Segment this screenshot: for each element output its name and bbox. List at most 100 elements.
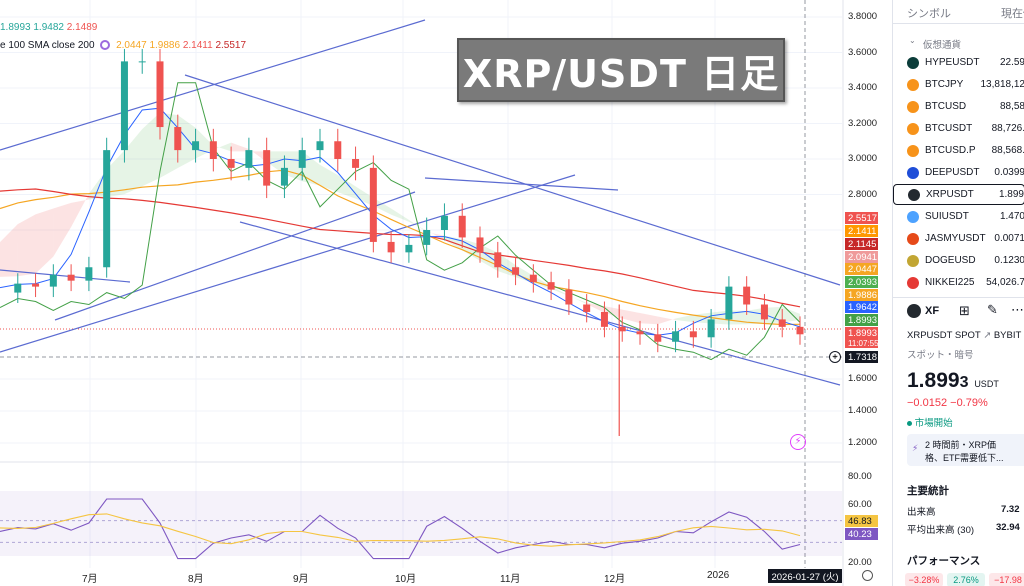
watchlist-symbol: BTCUSD [925, 101, 967, 112]
settings-icon[interactable] [100, 40, 111, 51]
candle-body [778, 319, 786, 327]
candle-body [85, 267, 93, 281]
status-dot-icon [907, 420, 912, 426]
rsi-tag: 46.83 [845, 515, 878, 527]
watchlist-item-hypeusdt[interactable]: HYPEUSDT 22.59 [893, 52, 1024, 73]
candle-body [565, 289, 573, 305]
cloud-segment [71, 193, 89, 227]
sma-100-line [0, 169, 801, 326]
external-link-icon[interactable]: ↗ [983, 330, 992, 341]
chart-settings-icon[interactable] [862, 570, 873, 581]
month-tick-label: 12月 [604, 574, 626, 585]
coin-icon [907, 78, 919, 91]
chart-title-overlay: XRP/USDT 日足 [457, 38, 785, 102]
candle-body [476, 237, 484, 253]
watchlist-item-btcusdp[interactable]: BTCUSD.P 88,568. [893, 140, 1024, 161]
candle-body [192, 141, 200, 151]
cloud-segment [586, 302, 605, 313]
watchlist-group[interactable]: 仮想通貨 [923, 40, 962, 51]
price-chart[interactable] [0, 0, 890, 586]
layout-icon[interactable]: ⊞ [959, 303, 970, 318]
cloud-segment [320, 164, 338, 193]
watchlist-symbol: BTCUSDT [925, 123, 973, 134]
rsi-tick-label: 80.00 [848, 471, 872, 482]
detail-change-pct: −0.79% [950, 397, 988, 409]
watchlist-item-nikkei225[interactable]: NIKKEI225 54,026.7 [893, 272, 1024, 293]
watchlist-item-dogeusd[interactable]: DOGEUSD 0.1230 [893, 250, 1024, 271]
cloud-segment [17, 214, 36, 277]
cloud-segment [160, 112, 178, 178]
cloud-segment [675, 314, 694, 323]
price-tag: 1.7318 [845, 351, 878, 363]
price-tag: 2.5517 [845, 212, 878, 224]
cloud-segment [515, 265, 534, 284]
watchlist-item-deepusdt[interactable]: DEEPUSDT 0.0399 [893, 162, 1024, 183]
channel-line [184, 74, 841, 286]
divider [893, 23, 1024, 24]
chevron-down-icon[interactable]: ⌄ [909, 36, 916, 45]
performance-chip[interactable]: −17.98 [989, 573, 1024, 586]
channel-line [0, 269, 131, 283]
rsi-tick-label: 20.00 [848, 557, 872, 568]
flash-icon[interactable]: ⚡ [790, 434, 806, 450]
volume-label: 出来高 [907, 507, 936, 518]
watchlist-price: 0.0071 [994, 233, 1024, 244]
candle-body [707, 319, 715, 338]
cloud-segment [124, 129, 143, 195]
watchlist-price: 88,58 [999, 101, 1024, 112]
watchlist-price: 88,726. [991, 123, 1024, 134]
candle-body [138, 61, 146, 63]
watchlist-header-price[interactable]: 現在値 [1001, 8, 1024, 20]
cloud-segment [568, 295, 587, 305]
cloud-segment [231, 142, 249, 152]
watchlist-symbol: JASMYUSDT [925, 233, 986, 244]
cloud-segment [391, 208, 409, 222]
cloud-segment [657, 316, 676, 325]
candle-body [32, 283, 40, 287]
performance-chip[interactable]: −3.28% [905, 573, 943, 586]
candle-body [120, 61, 128, 151]
month-tick-label: 8月 [188, 574, 204, 585]
watchlist-header-symbol[interactable]: シンボル [907, 8, 951, 20]
chart-area[interactable]: 1.8993 1.9482 2.1489 e 100 SMA close 200… [0, 0, 890, 586]
candle-body [316, 141, 324, 151]
month-tick-label: 7月 [82, 574, 98, 585]
watchlist-item-xrpusdt[interactable]: XRPUSDT 1.899 [893, 184, 1024, 205]
more-icon[interactable]: ⋯ [1011, 302, 1024, 317]
price-tag: 2.1411 [845, 225, 878, 237]
candle-body [654, 334, 662, 342]
add-alert-icon[interactable]: + [829, 351, 841, 363]
watchlist-item-jasmyusdt[interactable]: JASMYUSDT 0.0071 [893, 228, 1024, 249]
watchlist-item-btcusd[interactable]: BTCUSD 88,58 [893, 96, 1024, 117]
cloud-segment [0, 224, 18, 277]
watchlist-symbol: SUIUSDT [925, 211, 969, 222]
price-tick-label: 3.6000 [848, 46, 878, 58]
performance-chip[interactable]: 2.76% [947, 573, 985, 586]
candle-body [547, 282, 555, 290]
price-tick-label: 2.8000 [848, 188, 878, 200]
watchlist-price: 1.899 [998, 189, 1024, 200]
candle-body [369, 167, 377, 242]
candle-body [600, 311, 608, 327]
edit-icon[interactable]: ✎ [987, 302, 998, 317]
news-line2: 格、ETF需要低下... [925, 453, 1004, 463]
candle-body [209, 141, 217, 159]
candle-body [440, 215, 448, 230]
watchlist-price: 88,568. [991, 145, 1024, 156]
legend-value: 2.5517 [215, 40, 247, 51]
watchlist-item-btcusdt[interactable]: BTCUSDT 88,726. [893, 118, 1024, 139]
watchlist-item-btcjpy[interactable]: BTCJPY 13,818,12 [893, 74, 1024, 95]
candle-body [689, 331, 697, 338]
watchlist-item-suiusdt[interactable]: SUIUSDT 1.470 [893, 206, 1024, 227]
coin-icon [907, 122, 919, 135]
rsi-ma-line [0, 513, 801, 547]
legend-ohlc: 1.8993 1.9482 2.1489 [0, 22, 97, 33]
candle-body [280, 167, 288, 186]
news-card[interactable]: ⚡ 2 時間前・XRP価 格、ETF需要低下... [907, 434, 1024, 466]
cloud-segment [213, 142, 232, 152]
legend-value: 2.0447 [116, 40, 147, 51]
channel-line [54, 191, 416, 321]
divider [893, 297, 1024, 298]
price-tag: 11:07:55 [845, 338, 879, 348]
candle-body [672, 331, 680, 342]
